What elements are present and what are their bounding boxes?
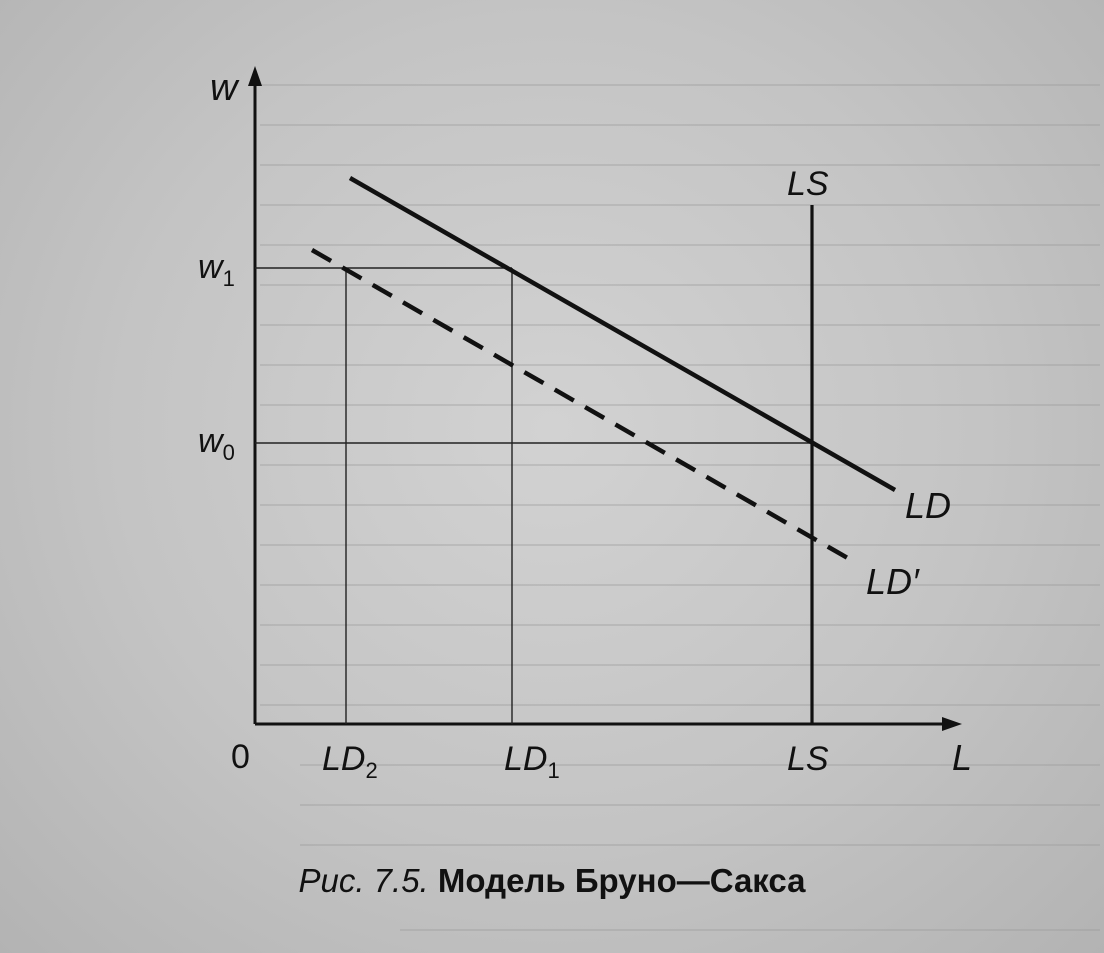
y-axis-label: w xyxy=(210,67,240,109)
axes xyxy=(253,80,948,726)
x-axis-label: L xyxy=(952,737,972,778)
figure-title: Модель Бруно—Сакса xyxy=(437,862,806,899)
figure-caption: Рис. 7.5. Модель Бруно—Сакса xyxy=(0,862,1104,900)
ls-curve-label: LS xyxy=(787,165,829,203)
ls-axis-label: LS xyxy=(787,740,829,778)
ld-prime-line xyxy=(310,248,860,566)
bruno-sachs-diagram: w L 0 w1 w0 LD2 LD1 LS LS LD LD′ xyxy=(198,66,972,783)
figure-number: Рис. 7.5. xyxy=(298,862,429,899)
ld1-label: LD1 xyxy=(504,740,560,783)
ld-line xyxy=(348,176,897,492)
y-axis-arrow xyxy=(248,66,262,86)
x-axis-arrow xyxy=(942,717,962,731)
guide-lines xyxy=(255,267,812,724)
ld2-label: LD2 xyxy=(322,740,378,783)
origin-label: 0 xyxy=(231,738,250,776)
ld-prime-curve-label: LD′ xyxy=(866,561,920,602)
w0-label: w0 xyxy=(198,422,235,465)
w1-label: w1 xyxy=(198,248,235,291)
ld-curve-label: LD xyxy=(905,485,951,526)
